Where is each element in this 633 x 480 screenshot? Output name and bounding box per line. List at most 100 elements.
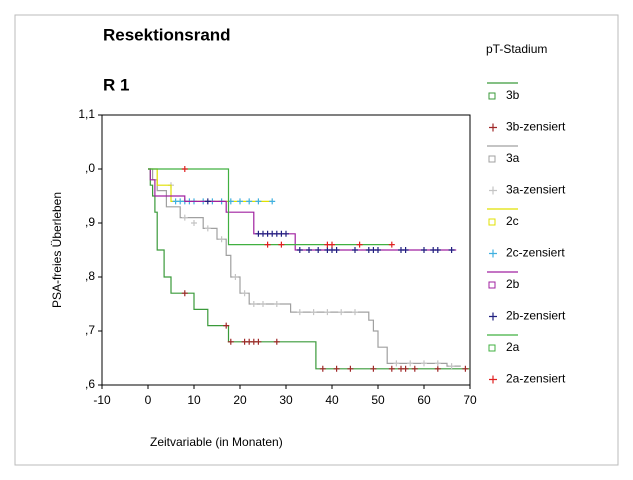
- legend-label: 3a-zensiert: [506, 183, 566, 197]
- censor-mark: [324, 309, 331, 316]
- legend-label: 3b: [506, 88, 520, 102]
- censor-mark: [237, 198, 243, 205]
- x-tick-label: 20: [233, 393, 247, 407]
- survival-curve: [148, 168, 461, 367]
- censor-mark: [306, 247, 312, 253]
- censor-mark: [246, 198, 253, 205]
- x-tick-label: 0: [145, 393, 152, 407]
- censor-mark: [181, 166, 188, 172]
- legend-label: 2a-zensiert: [506, 372, 566, 386]
- x-tick-label: 40: [325, 393, 339, 407]
- censor-mark: [333, 247, 340, 253]
- censor-mark: [255, 198, 262, 205]
- legend-label: 2c: [506, 214, 519, 228]
- censor-mark: [402, 247, 409, 253]
- censor-mark: [448, 247, 455, 253]
- censor-mark: [388, 365, 395, 372]
- censor-mark: [315, 247, 322, 253]
- censor-mark: [218, 236, 225, 243]
- censor-mark: [181, 290, 188, 297]
- censor-mark: [250, 301, 257, 307]
- legend-label: 2b: [506, 277, 520, 291]
- censor-mark: [333, 365, 340, 372]
- legend-symbol: [489, 249, 497, 258]
- censor-mark: [402, 365, 409, 372]
- censor-mark: [434, 365, 441, 372]
- legend-label: 2a: [506, 340, 520, 354]
- censor-mark: [296, 309, 303, 316]
- censor-mark: [310, 309, 317, 316]
- y-tick-label: ,0: [85, 161, 95, 175]
- censor-mark: [434, 247, 441, 253]
- legend-symbol: [488, 344, 496, 352]
- censor-mark: [421, 247, 427, 253]
- censor-mark: [448, 363, 455, 370]
- censor-mark: [223, 322, 230, 329]
- legend-title: pT-Stadium: [486, 42, 547, 56]
- censor-mark: [352, 309, 358, 316]
- censor-mark: [347, 365, 354, 372]
- legend-symbol: [489, 186, 497, 195]
- censor-mark: [375, 247, 381, 253]
- censor-mark: [319, 365, 326, 372]
- censor-mark: [181, 214, 188, 221]
- censor-mark: [329, 241, 335, 248]
- survival-curve: [148, 168, 392, 246]
- legend-symbol: [489, 375, 497, 384]
- censor-mark: [411, 365, 418, 372]
- x-tick-label: 70: [463, 393, 477, 407]
- legend-symbol: [489, 312, 497, 321]
- x-tick-label: 60: [417, 393, 431, 407]
- censor-mark: [260, 301, 266, 307]
- censor-mark: [338, 309, 345, 316]
- censor-mark: [255, 338, 262, 345]
- censor-mark: [352, 247, 358, 253]
- censor-mark: [388, 241, 395, 248]
- x-tick-label: 30: [279, 393, 293, 407]
- censor-mark: [462, 365, 469, 372]
- censor-mark: [191, 220, 197, 226]
- y-tick-label: 1,1: [78, 107, 95, 121]
- x-tick-label: 10: [187, 393, 201, 407]
- x-tick-label: 50: [371, 393, 385, 407]
- y-tick-label: ,7: [85, 323, 95, 337]
- censor-mark: [204, 225, 211, 232]
- legend-symbol: [488, 218, 496, 226]
- censor-mark: [273, 301, 280, 307]
- legend-symbol: [488, 155, 496, 163]
- censor-mark: [264, 241, 271, 248]
- censor-mark: [434, 360, 441, 367]
- censor-mark: [356, 241, 363, 248]
- x-tick-label: -10: [93, 393, 111, 407]
- censor-mark: [232, 274, 239, 280]
- censor-mark: [421, 360, 427, 367]
- legend-symbol: [489, 123, 497, 132]
- frame: [14, 14, 619, 466]
- legend-symbol: [488, 92, 496, 100]
- survival-curve: [148, 168, 457, 251]
- censor-mark: [407, 360, 414, 367]
- legend-symbol: [488, 281, 496, 289]
- survival-curve: [148, 168, 470, 370]
- y-tick-label: ,6: [85, 377, 95, 391]
- chart-title: Resektionsrand: [103, 25, 231, 44]
- legend-label: 2b-zensiert: [506, 309, 566, 323]
- censor-mark: [273, 338, 280, 345]
- censor-mark: [269, 198, 276, 205]
- chart-subtitle: R 1: [103, 75, 129, 94]
- y-tick-label: ,8: [85, 269, 95, 283]
- x-axis-label: Zeitvariable (in Monaten): [150, 435, 283, 449]
- legend-label: 2c-zensiert: [506, 246, 565, 260]
- censor-mark: [204, 198, 211, 205]
- censor-mark: [296, 247, 303, 253]
- censor-mark: [370, 365, 377, 372]
- y-axis-label: PSA-freies Überleben: [50, 192, 64, 308]
- censor-mark: [393, 360, 400, 367]
- censor-mark: [241, 290, 248, 297]
- legend-label: 3b-zensiert: [506, 120, 566, 134]
- censor-mark: [278, 241, 285, 248]
- censor-mark: [227, 338, 234, 345]
- legend-label: 3a: [506, 151, 520, 165]
- censor-mark: [283, 230, 289, 237]
